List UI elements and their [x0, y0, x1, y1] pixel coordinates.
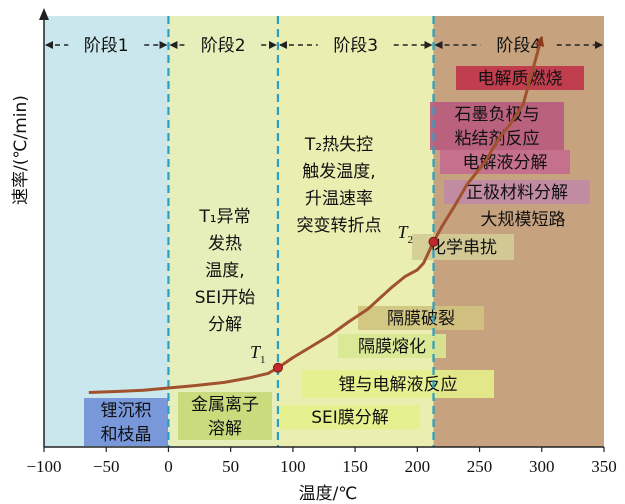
t1-note-line-1: T₁异常	[198, 207, 250, 227]
t2-note-line-4: 突变转折点	[297, 216, 382, 236]
event-label-text: 金属离子	[191, 395, 259, 415]
event-label-box	[430, 126, 564, 150]
event-label: 隔膜熔化	[338, 334, 446, 358]
transition-points: T 1T 2	[250, 222, 439, 373]
t1-note-line-5: 分解	[208, 315, 242, 335]
event-label-text: SEI膜分解	[311, 408, 389, 428]
transition-point-2	[428, 236, 439, 247]
event-label: 电解质燃烧	[456, 66, 584, 90]
x-tick-label: 150	[342, 457, 368, 476]
event-label: 大规模短路	[456, 206, 590, 232]
event-label: 石墨负极与	[430, 102, 564, 126]
t1-note-line-3: 温度,	[205, 261, 244, 281]
t2-note-line-1: T₂热失控	[304, 135, 373, 155]
transition-point-subscript-2: 2	[408, 234, 414, 246]
x-tick-label: −50	[93, 457, 120, 476]
x-tick-label: 0	[164, 457, 173, 476]
event-label-box	[456, 66, 584, 90]
event-label: 和枝晶	[84, 422, 168, 446]
transition-point-label-2: T	[398, 222, 410, 242]
series-line	[88, 36, 545, 394]
event-label: 溶解	[178, 416, 272, 440]
y-axis-title: 速率/(℃/min)	[11, 95, 31, 205]
event-label-box	[84, 398, 168, 422]
event-label: 隔膜破裂	[358, 306, 484, 330]
event-label: 锂与电解液反应	[302, 370, 494, 398]
t2-note: T₂热失控 触发温度, 升温速率 突变转折点	[297, 135, 382, 236]
event-label-text: 隔膜破裂	[387, 309, 455, 329]
transition-point-1	[272, 362, 283, 373]
x-ticks: −100 −50 0 50 100 150 200 250 300 350	[26, 447, 617, 476]
transition-point-subscript-1: 1	[260, 354, 266, 366]
t2-note-line-2: 触发温度,	[302, 162, 375, 182]
event-label: 粘结剂反应	[430, 126, 564, 150]
event-label-box	[84, 422, 168, 446]
stage-label: 阶段2	[201, 36, 246, 56]
x-tick-label: 100	[280, 457, 306, 476]
event-label-text: 化学串扰	[429, 238, 497, 258]
event-label-box	[440, 150, 570, 174]
x-tick-label: 350	[591, 457, 617, 476]
event-label-text: 溶解	[208, 419, 242, 439]
x-tick-label: −100	[26, 457, 61, 476]
x-tick-label: 300	[529, 457, 555, 476]
transition-point-label-1: T	[250, 342, 262, 362]
event-label: SEI膜分解	[280, 405, 420, 429]
event-label-box	[412, 234, 514, 260]
event-label-box	[178, 416, 272, 440]
stage-label: 阶段1	[84, 36, 129, 56]
x-axis-title: 温度/℃	[299, 484, 358, 504]
x-tick-label: 50	[222, 457, 239, 476]
stage-1-background	[44, 16, 169, 447]
event-label-box	[302, 370, 494, 398]
event-label: 电解液分解	[440, 150, 570, 174]
stage-labels: 阶段1 阶段2 阶段3 阶段4	[45, 36, 603, 56]
event-label-box	[358, 306, 484, 330]
event-label: 化学串扰	[412, 234, 514, 260]
stage-label: 阶段4	[496, 36, 541, 56]
event-label-text: 电解质燃烧	[478, 69, 563, 89]
event-label-box	[280, 405, 420, 429]
event-label-text: 大规模短路	[481, 210, 566, 230]
stage-label: 阶段3	[333, 36, 378, 56]
t1-note-line-4: SEI开始	[195, 288, 256, 308]
x-tick-label: 250	[467, 457, 493, 476]
event-label: 金属离子	[178, 392, 272, 416]
event-label: 锂沉积	[84, 398, 168, 422]
event-label-text: 电解液分解	[463, 153, 548, 173]
event-label-text: 隔膜熔化	[358, 337, 426, 357]
event-label-text: 锂与电解液反应	[339, 375, 458, 395]
t1-note-line-2: 发热	[208, 234, 242, 254]
t1-note: T₁异常 发热 温度, SEI开始 分解	[195, 207, 256, 335]
axes	[39, 8, 604, 448]
event-label-box	[338, 334, 446, 358]
event-label-text: 正极材料分解	[466, 183, 568, 203]
x-tick-label: 200	[405, 457, 431, 476]
event-label-text: 和枝晶	[101, 425, 152, 445]
event-label-box	[456, 206, 590, 232]
event-label-box	[430, 102, 564, 126]
t2-note-line-3: 升温速率	[305, 189, 373, 209]
stage-boundaries	[167, 16, 435, 447]
event-label-text: 锂沉积	[101, 401, 152, 421]
event-label-text: 石墨负极与	[455, 105, 540, 125]
y-axis-arrow	[39, 8, 49, 20]
event-label-box	[178, 392, 272, 416]
